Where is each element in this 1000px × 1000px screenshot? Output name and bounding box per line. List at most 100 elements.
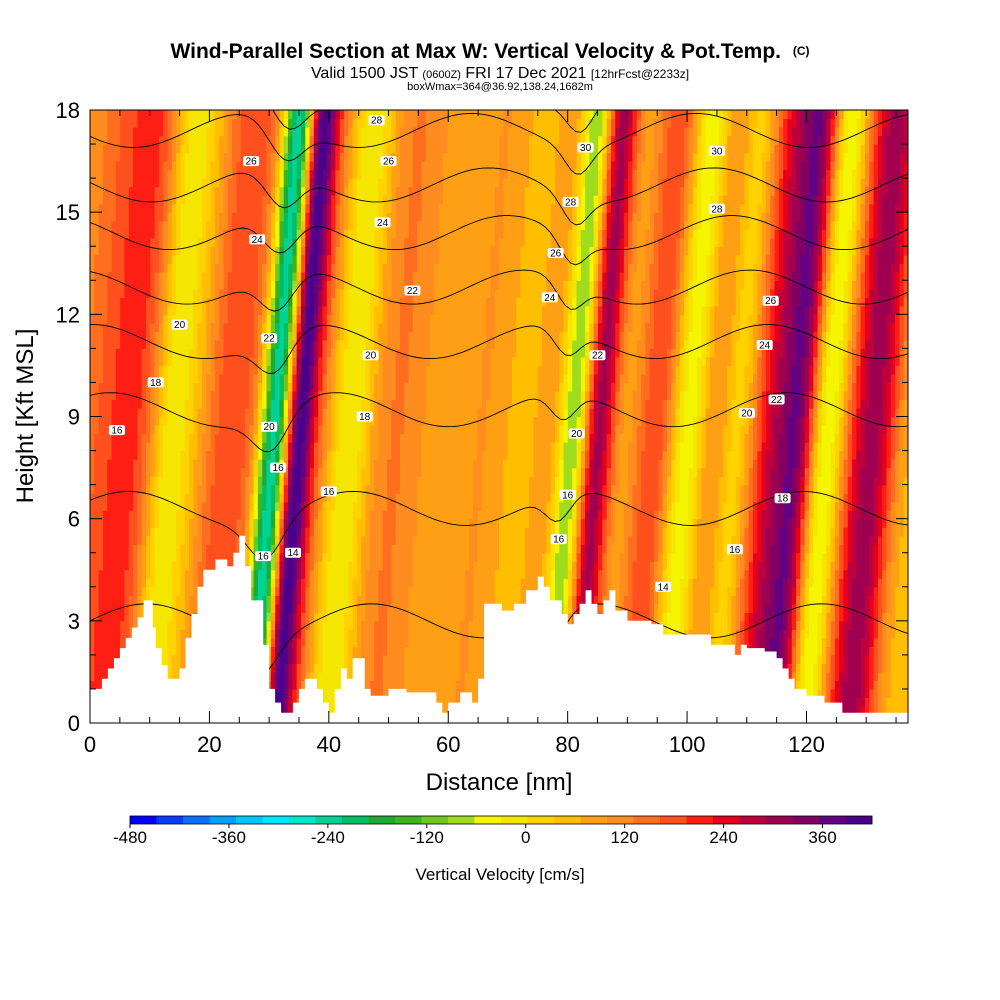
velocity-cell [434, 518, 440, 528]
velocity-cell [753, 569, 758, 579]
velocity-cell [688, 527, 694, 537]
velocity-cell [727, 612, 733, 622]
velocity-cell [214, 527, 220, 537]
velocity-cell [322, 578, 328, 588]
velocity-cell [382, 671, 388, 682]
velocity-cell [404, 637, 410, 647]
velocity-cell [709, 603, 715, 613]
velocity-cell [356, 544, 362, 554]
velocity-cell [399, 535, 405, 545]
velocity-cell [817, 569, 823, 579]
velocity-cell [684, 620, 690, 630]
velocity-cell [834, 637, 840, 647]
velocity-cell [395, 501, 401, 511]
velocity-cell [860, 654, 866, 664]
velocity-cell [778, 535, 784, 545]
velocity-cell [787, 646, 793, 656]
velocity-cell [882, 705, 888, 716]
velocity-cell [98, 578, 104, 588]
velocity-cell [473, 671, 479, 682]
velocity-cell [150, 535, 156, 545]
velocity-cell [507, 518, 513, 528]
velocity-cell [653, 595, 659, 605]
velocity-cell [219, 527, 225, 537]
velocity-cell [641, 501, 646, 511]
velocity-cell [895, 688, 900, 699]
velocity-cell [559, 527, 565, 537]
velocity-cell [115, 646, 121, 656]
velocity-cell [412, 527, 418, 537]
velocity-cell [546, 501, 552, 511]
velocity-cell [120, 552, 126, 562]
velocity-cell [486, 501, 491, 511]
velocity-cell [98, 510, 104, 520]
velocity-cell [133, 620, 138, 630]
velocity-cell [826, 620, 832, 630]
velocity-cell [387, 595, 392, 605]
velocity-cell [167, 586, 173, 596]
velocity-cell [869, 603, 875, 613]
velocity-cell [649, 586, 655, 596]
velocity-cell [554, 569, 560, 579]
velocity-cell [623, 603, 629, 613]
velocity-cell [524, 544, 530, 554]
velocity-cell [731, 578, 737, 588]
velocity-cell [473, 620, 479, 630]
velocity-cell [714, 586, 720, 596]
velocity-cell [128, 544, 134, 554]
velocity-cell [679, 544, 685, 554]
velocity-cell [641, 552, 646, 562]
velocity-cell [408, 595, 414, 605]
velocity-cell [826, 654, 832, 664]
velocity-cell [503, 595, 509, 605]
velocity-cell [210, 518, 216, 528]
velocity-cell [451, 629, 457, 639]
velocity-cell [783, 552, 789, 562]
velocity-cell [322, 569, 328, 579]
velocity-cell [387, 527, 392, 537]
velocity-cell [830, 680, 836, 690]
velocity-cell [447, 561, 453, 571]
velocity-cell [94, 680, 100, 690]
velocity-cell [826, 527, 832, 537]
velocity-cell [417, 578, 423, 588]
velocity-cell [292, 493, 298, 503]
velocity-cell [481, 595, 487, 605]
velocity-cell [632, 578, 638, 588]
velocity-cell [460, 603, 466, 613]
velocity-cell [572, 527, 578, 537]
velocity-cell [94, 671, 100, 682]
velocity-cell [873, 552, 879, 562]
velocity-cell [714, 510, 720, 520]
velocity-cell [107, 654, 113, 664]
velocity-cell [559, 552, 565, 562]
velocity-cell [877, 688, 883, 699]
velocity-cell [326, 561, 332, 571]
velocity-cell [133, 595, 138, 605]
velocity-cell [468, 544, 474, 554]
velocity-cell [223, 552, 229, 562]
velocity-cell [395, 544, 401, 554]
velocity-cell [214, 501, 220, 511]
velocity-cell [796, 518, 801, 528]
velocity-cell [804, 637, 810, 647]
velocity-cell [804, 663, 810, 673]
velocity-cell [731, 552, 737, 562]
velocity-cell [499, 518, 504, 528]
velocity-cell [847, 501, 853, 511]
velocity-cell [253, 501, 259, 511]
velocity-cell [468, 671, 474, 682]
velocity-cell [331, 637, 336, 647]
velocity-cell [839, 697, 845, 707]
velocity-cell [847, 595, 853, 605]
velocity-cell [266, 612, 272, 622]
velocity-cell [834, 620, 840, 630]
velocity-cell [158, 595, 164, 605]
velocity-cell [214, 493, 220, 503]
velocity-cell [671, 535, 677, 545]
velocity-cell [808, 637, 814, 647]
velocity-cell [623, 518, 629, 528]
velocity-cell [649, 518, 655, 528]
velocity-cell [628, 510, 634, 520]
velocity-cell [727, 595, 733, 605]
